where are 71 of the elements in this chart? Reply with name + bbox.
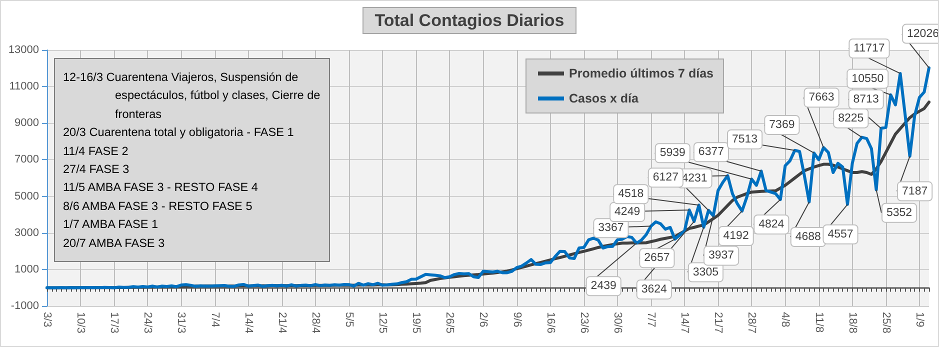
legend-label: Promedio últimos 7 días <box>569 66 714 80</box>
data-label: 7663 <box>808 92 834 104</box>
x-tick-label: 14/7 <box>678 312 691 334</box>
x-tick-label: 30/6 <box>611 312 624 334</box>
annotation: 1/7 AMBA FASE 1 <box>63 216 160 234</box>
data-label: 5939 <box>660 147 686 160</box>
data-label: 4249 <box>614 206 640 218</box>
data-label: 2439 <box>590 280 616 292</box>
annotation: 27/4 FASE 3 <box>63 161 130 178</box>
x-tick-label: 17/3 <box>108 312 120 334</box>
x-tick-label: 26/5 <box>444 312 456 334</box>
annotation: 12-16/3 Cuarentena Viajeros, Suspensión de espectáculos, fútbol y clases, Cierre de fronteras <box>63 69 322 123</box>
data-label: 8713 <box>853 93 879 106</box>
y-tick-label: 5000 <box>14 190 39 202</box>
data-label: 4192 <box>723 230 749 242</box>
x-tick-label: 12/5 <box>376 312 389 334</box>
x-tick-label: 5/5 <box>342 312 355 328</box>
data-label: 3367 <box>598 222 624 234</box>
annotation: 8/6 AMBA FASE 3 - RESTO FASE 5 <box>63 198 254 215</box>
annotation: 11/4 FASE 2 <box>63 142 130 160</box>
x-tick-label: 10/3 <box>74 312 87 334</box>
x-tick-label: 2/6 <box>477 312 490 328</box>
y-tick-label: 11000 <box>9 80 39 93</box>
data-label: 8225 <box>838 112 864 124</box>
data-label: 2657 <box>644 252 670 264</box>
data-label: 4557 <box>828 228 854 240</box>
x-tick-label: 1/9 <box>913 312 926 328</box>
x-tick-label: 25/8 <box>880 312 892 334</box>
x-tick-label: 31/3 <box>175 312 188 334</box>
y-tick-label: 1000 <box>14 263 39 276</box>
x-tick-label: 9/6 <box>510 312 523 328</box>
data-label: 7369 <box>769 118 795 131</box>
data-label: 4688 <box>795 230 821 243</box>
y-tick-label: 7000 <box>14 154 39 166</box>
y-tick-label: 9000 <box>14 117 39 130</box>
data-label: 7187 <box>902 185 928 198</box>
data-label: 6127 <box>652 172 678 184</box>
x-tick-label: 14/4 <box>242 312 254 334</box>
data-label: 7513 <box>732 133 758 146</box>
data-label: 3305 <box>692 266 719 278</box>
annotation: 20/3 Cuarentena total y obligatoria - FASE 1 <box>63 124 295 142</box>
data-label: 10550 <box>852 72 884 85</box>
data-label: 3624 <box>641 283 668 296</box>
x-tick-label: 3/3 <box>41 312 53 328</box>
legend-label: Casos x día <box>569 92 640 106</box>
data-label: 3937 <box>708 250 734 262</box>
x-tick-label: 4/8 <box>779 312 792 328</box>
data-label: 4231 <box>682 172 708 184</box>
data-label: 11717 <box>854 42 885 54</box>
x-tick-label: 28/7 <box>746 312 758 334</box>
data-label: 4518 <box>618 188 644 200</box>
x-tick-label: 21/7 <box>712 312 724 334</box>
annotation: 11/5 AMBA FASE 3 - RESTO FASE 4 <box>63 179 259 196</box>
x-tick-label: 18/8 <box>846 312 858 334</box>
data-label: 4824 <box>758 218 785 231</box>
data-label: 5352 <box>886 206 912 219</box>
x-tick-label: 23/6 <box>578 312 590 334</box>
x-tick-label: 11/8 <box>812 312 825 333</box>
x-tick-label: 19/5 <box>410 312 422 334</box>
x-tick-label: 28/4 <box>309 312 322 334</box>
y-tick-label: -1000 <box>10 300 39 312</box>
data-label: 6377 <box>698 146 724 158</box>
x-tick-label: 21/4 <box>276 312 288 334</box>
x-tick-label: 16/6 <box>544 312 556 334</box>
y-tick-label: 13000 <box>8 44 39 56</box>
annotation: 20/7 AMBA FASE 3 <box>63 234 166 252</box>
x-tick-label: 7/4 <box>208 312 221 328</box>
x-tick-label: 24/3 <box>142 312 154 334</box>
y-tick-label: 3000 <box>14 226 39 239</box>
x-tick-label: 7/7 <box>644 312 657 328</box>
chart-title: Total Contagios Diarios <box>374 11 564 30</box>
